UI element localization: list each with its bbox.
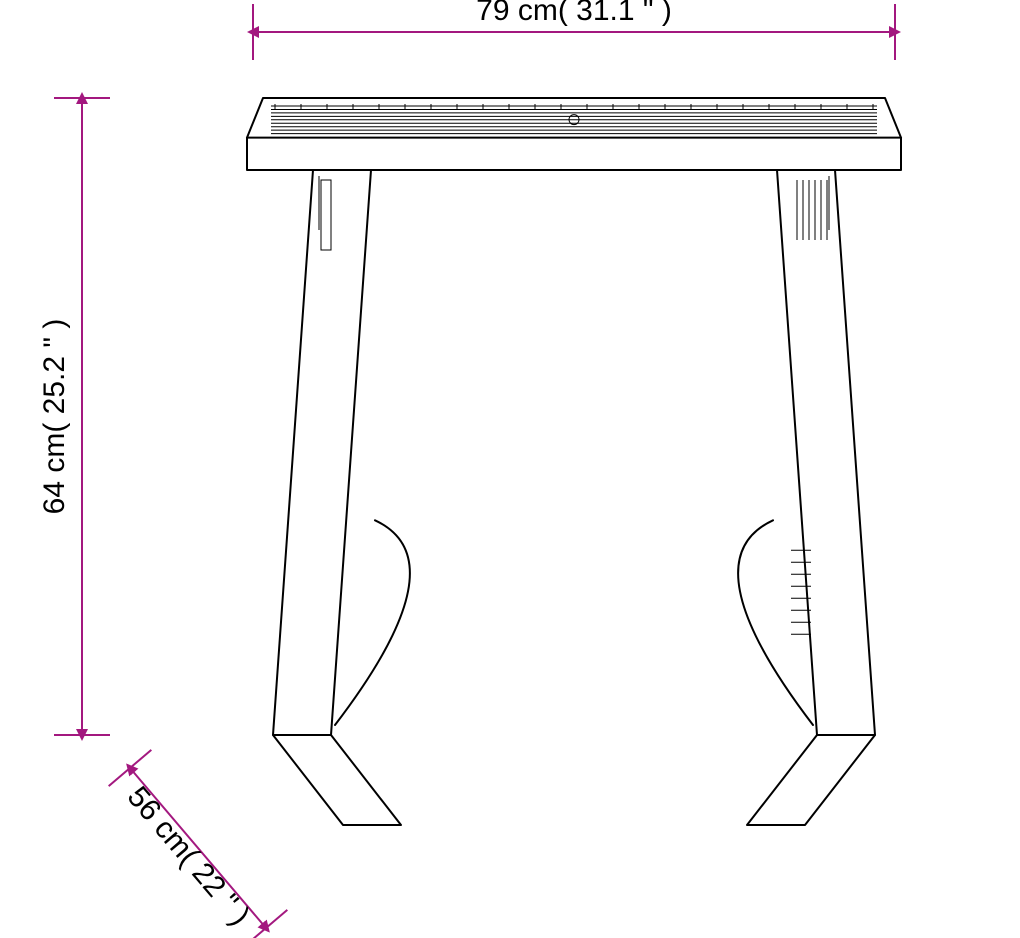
dimension-depth: 56 cm( 22 " ) [109,750,288,938]
dimension-width: 79 cm( 31.1 " ) [253,0,895,60]
table-drawing [247,98,901,825]
dimension-depth-label: 56 cm( 22 " ) [121,780,257,931]
dimension-height-label: 64 cm( 25.2 " ) [38,319,71,515]
dimension-height: 64 cm( 25.2 " ) [38,98,110,735]
dimension-width-label: 79 cm( 31.1 " ) [476,0,672,27]
